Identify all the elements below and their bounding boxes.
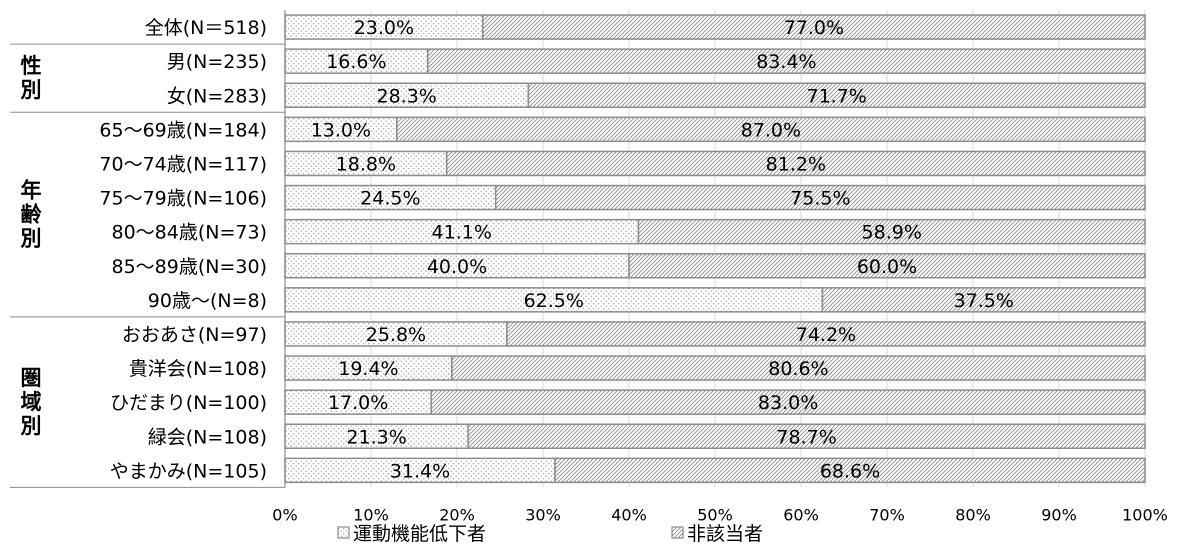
bar-segment-series-2 bbox=[430, 389, 1146, 415]
category-label: 全体(N＝518) bbox=[145, 17, 267, 39]
data-label-series-2: 68.6% bbox=[820, 460, 880, 482]
data-label-series-2: 81.2% bbox=[766, 153, 826, 175]
category-label: 男(N=235) bbox=[167, 51, 267, 73]
bar-segment-series-1 bbox=[284, 14, 484, 40]
bar-segment-series-2 bbox=[494, 184, 1146, 211]
data-label-series-1: 16.6% bbox=[326, 51, 386, 73]
group-label: 性別 bbox=[21, 54, 42, 102]
group-label: 圏域別 bbox=[21, 366, 42, 438]
x-tick-label: 100% bbox=[1122, 505, 1168, 524]
bar-segment-series-1 bbox=[284, 48, 429, 74]
bar-segment-series-1 bbox=[284, 184, 497, 211]
category-label: 65～69歳(N=184) bbox=[99, 119, 267, 141]
data-label-series-2: 77.0% bbox=[784, 17, 844, 39]
data-label-series-1: 21.3% bbox=[346, 426, 406, 448]
bar-segment-series-2 bbox=[628, 253, 1146, 279]
data-label-series-2: 74.2% bbox=[796, 324, 856, 346]
legend-swatch bbox=[337, 526, 350, 539]
data-label-series-1: 31.4% bbox=[390, 460, 450, 482]
data-label-series-2: 83.4% bbox=[756, 51, 816, 73]
category-label: 90歳～(N=8) bbox=[148, 290, 267, 312]
legend-label: 運動機能低下者 bbox=[353, 523, 486, 545]
data-label-series-1: 19.4% bbox=[338, 358, 398, 380]
data-label-series-2: 75.5% bbox=[790, 188, 850, 210]
data-label-series-1: 13.0% bbox=[311, 119, 371, 141]
bar-segment-series-1 bbox=[284, 355, 453, 381]
legend-label: 非該当者 bbox=[687, 523, 763, 545]
bar-segment-series-1 bbox=[284, 287, 824, 313]
x-tick-label: 70% bbox=[869, 505, 905, 524]
bar-segment-series-2 bbox=[396, 116, 1146, 143]
data-label-series-1: 18.8% bbox=[336, 153, 396, 175]
data-label-series-1: 17.0% bbox=[328, 392, 388, 414]
data-label-series-2: 83.0% bbox=[758, 392, 818, 414]
bar-segment-series-2 bbox=[506, 321, 1146, 347]
x-tick-label: 80% bbox=[955, 505, 991, 524]
bar-segment-series-2 bbox=[637, 218, 1146, 245]
category-label: 75～79歳(N=106) bbox=[99, 188, 267, 210]
x-tick-label: 0% bbox=[272, 505, 297, 524]
data-label-series-2: 37.5% bbox=[954, 290, 1014, 312]
data-label-series-2: 58.9% bbox=[862, 222, 922, 244]
x-tick-label: 40% bbox=[611, 505, 647, 524]
bar-segment-series-1 bbox=[284, 150, 448, 177]
gridlines bbox=[284, 10, 1146, 488]
category-label: 女(N=283) bbox=[167, 85, 267, 107]
bar-segment-series-2 bbox=[482, 14, 1146, 40]
bar-segment-series-2 bbox=[445, 150, 1146, 177]
bar-segment-series-1 bbox=[284, 457, 556, 484]
category-label: 貴洋会(N=108) bbox=[129, 358, 267, 380]
bar-segment-series-1 bbox=[284, 423, 469, 449]
data-label-series-1: 62.5% bbox=[524, 290, 584, 312]
data-label-series-1: 28.3% bbox=[377, 85, 437, 107]
category-label: 70～74歳(N=117) bbox=[99, 153, 267, 175]
bar-segment-series-2 bbox=[554, 457, 1146, 484]
category-label: 85～89歳(N=30) bbox=[112, 256, 268, 278]
category-label: ひだまり(N=100) bbox=[110, 392, 267, 414]
category-label: 緑会(N=108) bbox=[148, 426, 267, 448]
bar-segment-series-1 bbox=[284, 253, 630, 279]
data-label-series-2: 80.6% bbox=[768, 358, 828, 380]
data-label-series-2: 87.0% bbox=[741, 119, 801, 141]
x-tick-label: 10% bbox=[353, 505, 389, 524]
bar-segment-series-2 bbox=[821, 287, 1146, 313]
x-tick-label: 60% bbox=[783, 505, 819, 524]
data-label-series-1: 24.5% bbox=[360, 188, 420, 210]
category-labels: 全体(N＝518) 男(N=235) 女(N=283) 65～69歳(N=184) 70… bbox=[99, 17, 267, 482]
legend-swatch bbox=[671, 526, 684, 539]
legend: 運動機能低下者 非該当者 bbox=[337, 523, 763, 545]
data-label-series-2: 78.7% bbox=[776, 426, 836, 448]
x-tick-label: 90% bbox=[1041, 505, 1077, 524]
category-label: やまかみ(N=105) bbox=[110, 460, 267, 482]
bar-segment-series-2 bbox=[451, 355, 1146, 381]
x-tick-label: 30% bbox=[525, 505, 561, 524]
x-axis-ticks: 0% 10% 20% 30% 40% 50% 60% 70% 80% 90% 100% bbox=[272, 505, 1168, 524]
bar-segment-series-2 bbox=[427, 48, 1146, 74]
bar-segment-series-1 bbox=[284, 116, 398, 143]
data-label-series-1: 40.0% bbox=[427, 256, 487, 278]
bar-segment-series-2 bbox=[467, 423, 1146, 449]
x-tick-label: 20% bbox=[439, 505, 475, 524]
data-label-series-2: 71.7% bbox=[807, 85, 867, 107]
bar-segment-series-1 bbox=[284, 82, 530, 108]
bars: 23.0% 77.0% 16.6% 83.4% 28.3% 71.7% 13.0% 87.0%… bbox=[284, 14, 1146, 484]
data-label-series-1: 23.0% bbox=[354, 17, 414, 39]
bar-segment-series-1 bbox=[284, 389, 432, 415]
x-tick-label: 50% bbox=[697, 505, 733, 524]
data-label-series-1: 41.1% bbox=[432, 222, 492, 244]
category-label: 80～84歳(N=73) bbox=[112, 222, 268, 244]
category-label: おおあさ(N=97) bbox=[122, 324, 267, 346]
group-label: 年齢別 bbox=[21, 179, 43, 251]
data-label-series-1: 25.8% bbox=[366, 324, 426, 346]
data-label-series-2: 60.0% bbox=[857, 256, 917, 278]
bar-segment-series-2 bbox=[527, 82, 1146, 108]
